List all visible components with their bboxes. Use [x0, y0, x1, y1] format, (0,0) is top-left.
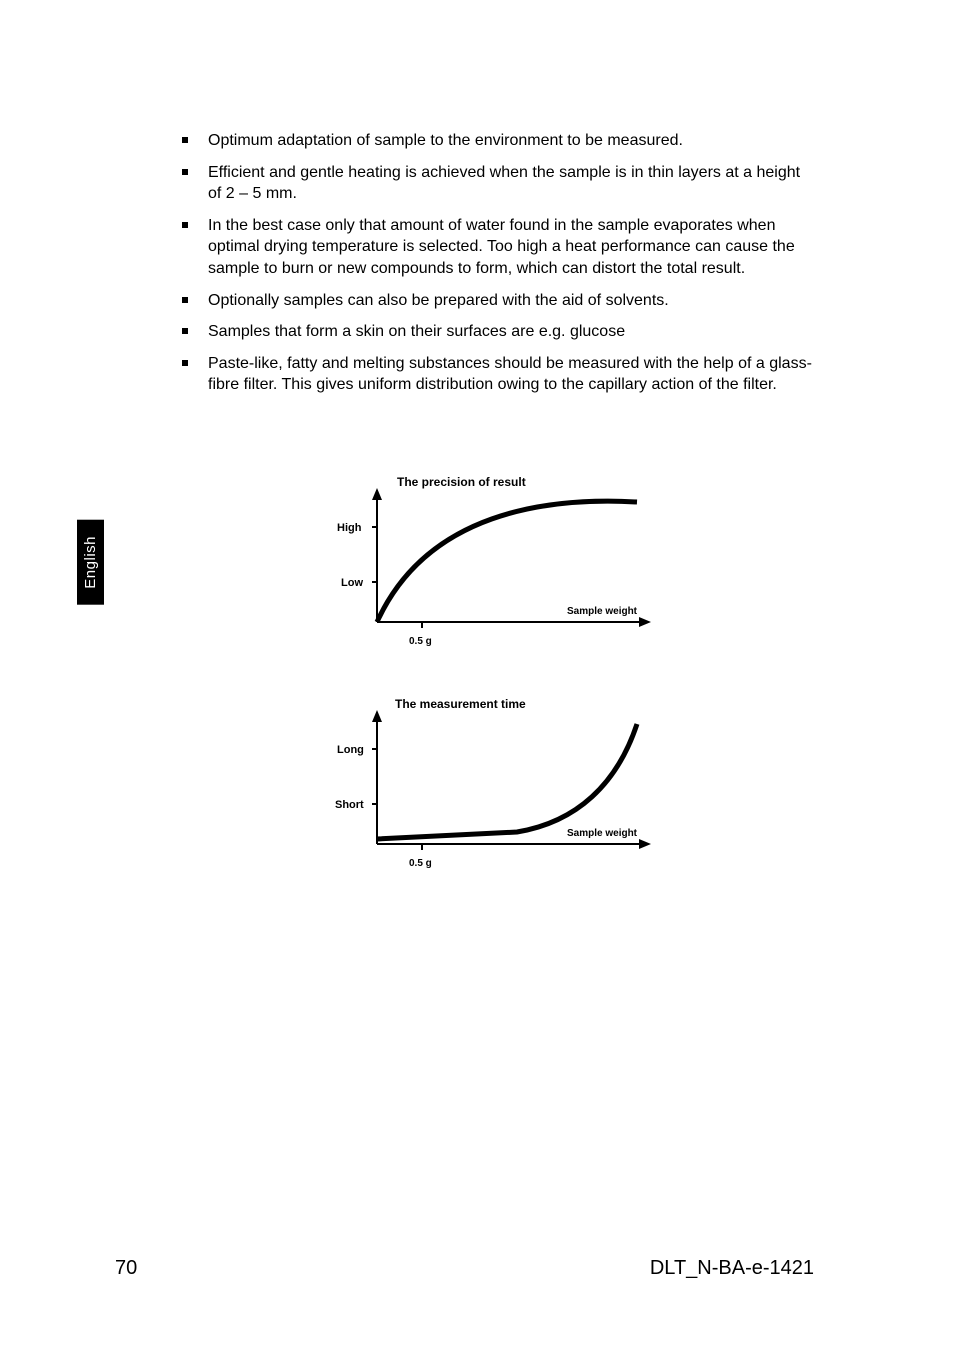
x-axis-label: Sample weight	[567, 828, 638, 839]
chart-title: The precision of result	[397, 475, 526, 489]
precision-chart: The precision of result High Low 0.5 g	[317, 472, 677, 662]
time-curve	[377, 724, 637, 839]
time-chart-svg: The measurement time Long Short 0.5 g Sa…	[317, 694, 677, 884]
content-area: Optimum adaptation of sample to the envi…	[0, 0, 954, 884]
x-axis-label: Sample weight	[567, 606, 638, 617]
x-tick-label: 0.5 g	[409, 858, 432, 869]
list-item: Optimum adaptation of sample to the envi…	[180, 130, 814, 152]
list-item: In the best case only that amount of wat…	[180, 215, 814, 280]
x-arrowhead	[639, 617, 651, 627]
list-item: Paste-like, fatty and melting substances…	[180, 353, 814, 396]
y-arrowhead	[372, 710, 382, 722]
list-item: Optionally samples can also be prepared …	[180, 290, 814, 312]
footer: 70 DLT_N-BA-e-1421	[0, 1257, 954, 1280]
bullet-list: Optimum adaptation of sample to the envi…	[180, 130, 814, 396]
language-tab: English	[77, 520, 104, 605]
chart-title: The measurement time	[395, 697, 526, 711]
y-label-low: Low	[341, 577, 363, 589]
y-arrowhead	[372, 488, 382, 500]
precision-curve	[377, 501, 637, 622]
list-item: Samples that form a skin on their surfac…	[180, 321, 814, 343]
y-label-high: High	[337, 522, 362, 534]
precision-chart-svg: The precision of result High Low 0.5 g	[317, 472, 677, 662]
charts-container: The precision of result High Low 0.5 g	[180, 472, 814, 884]
time-chart: The measurement time Long Short 0.5 g Sa…	[317, 694, 677, 884]
page-number: 70	[115, 1257, 137, 1280]
list-item: Efficient and gentle heating is achieved…	[180, 162, 814, 205]
x-tick-label: 0.5 g	[409, 636, 432, 647]
y-label-low: Short	[335, 799, 364, 811]
x-arrowhead	[639, 839, 651, 849]
doc-id: DLT_N-BA-e-1421	[650, 1257, 814, 1280]
y-label-high: Long	[337, 744, 364, 756]
